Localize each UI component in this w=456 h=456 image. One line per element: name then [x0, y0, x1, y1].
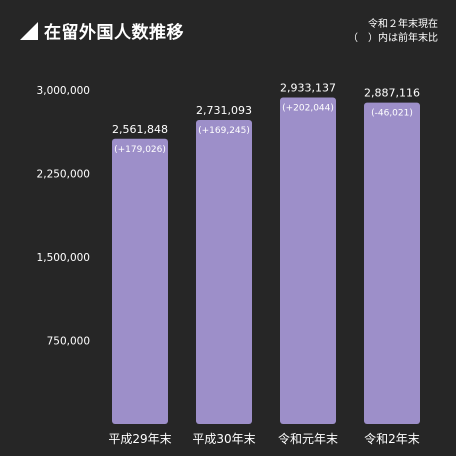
chart-note: 令和２年末現在 （ ）内は前年末比	[348, 18, 438, 46]
x-category-label: 平成30年末	[192, 432, 255, 446]
y-tick-label: 750,000	[47, 336, 90, 348]
x-category-label: 平成29年末	[108, 432, 171, 446]
bar-change-label: (+169,245)	[198, 126, 250, 136]
note-line-2: （ ）内は前年末比	[348, 33, 438, 44]
chart-title: 在留外国人数推移	[44, 23, 184, 43]
bar-value-label: 2,561,848	[112, 123, 168, 136]
bar-change-label: (-46,021)	[371, 109, 413, 119]
x-category-label: 令和2年末	[364, 431, 420, 446]
x-category-label: 令和元年末	[278, 431, 338, 446]
y-tick-label: 1,500,000	[37, 252, 90, 264]
bar	[196, 119, 252, 424]
y-tick-label: 3,000,000	[37, 85, 90, 97]
bar-value-label: 2,887,116	[364, 87, 420, 100]
bar-value-label: 2,933,137	[280, 81, 336, 94]
bar-change-label: (+179,026)	[114, 145, 166, 155]
y-tick-label: 2,250,000	[37, 169, 90, 181]
bar	[364, 102, 420, 424]
title-block: 在留外国人数推移	[20, 18, 184, 43]
bar-value-label: 2,731,093	[196, 104, 252, 117]
triangle-marker-icon	[20, 21, 38, 40]
chart-header: 在留外国人数推移 令和２年末現在 （ ）内は前年末比	[0, 0, 456, 70]
bar-change-label: (+202,044)	[282, 103, 334, 113]
bar	[112, 138, 168, 424]
bar	[280, 97, 336, 424]
note-line-1: 令和２年末現在	[368, 19, 438, 30]
